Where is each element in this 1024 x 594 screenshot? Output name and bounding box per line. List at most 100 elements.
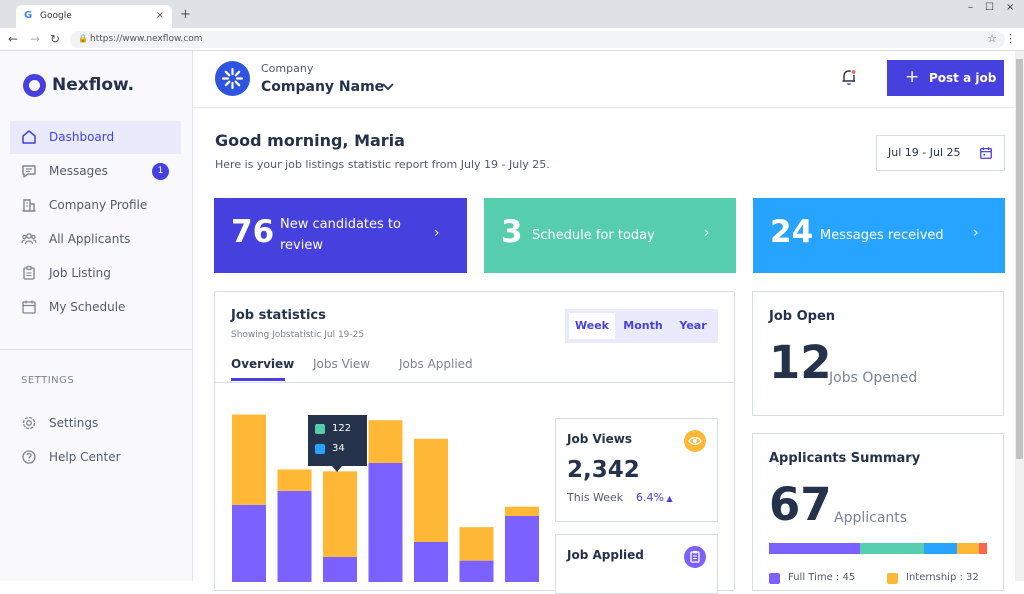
job-statistics-card: Job statistics Showing Jobstatistic Jul … <box>214 291 735 594</box>
applicants-summary-title: Applicants Summary <box>769 451 921 466</box>
sidebar-item-job-listing[interactable]: Job Listing <box>10 257 181 290</box>
job-open-title: Job Open <box>769 309 836 324</box>
google-icon: G <box>24 10 33 21</box>
bar-segment-upper-1[interactable] <box>232 414 266 505</box>
distribution-segment <box>859 543 925 554</box>
sidebar-item-dashboard[interactable]: Dashboard <box>10 121 181 154</box>
distribution-segment <box>978 543 987 554</box>
tooltip-value: 122 <box>332 423 352 434</box>
maximize-button[interactable]: ☐ <box>985 2 994 13</box>
kpi-label: review <box>280 238 323 253</box>
bar-segment-lower-5[interactable] <box>414 542 448 582</box>
sidebar-item-label: All Applicants <box>49 232 131 246</box>
calendar-icon <box>22 300 36 314</box>
sidebar-item-help-center[interactable]: Help Center <box>10 441 181 474</box>
tooltip-value: 34 <box>332 443 345 454</box>
bar-segment-lower-2[interactable] <box>277 490 312 582</box>
company-label: Company <box>261 62 314 75</box>
company-name[interactable]: Company Name <box>261 79 385 95</box>
chevron-down-icon[interactable] <box>381 82 395 92</box>
bar-segment-lower-6[interactable] <box>459 560 494 582</box>
sidebar-item-my-schedule[interactable]: My Schedule <box>10 291 181 324</box>
job-views-change: 6.4% ▲ <box>636 491 673 504</box>
chevron-right-icon: › <box>704 225 710 241</box>
job-open-label: Jobs Opened <box>829 370 918 386</box>
forward-icon[interactable]: → <box>30 32 41 46</box>
eye-icon <box>684 430 706 452</box>
trend-up-icon: ▲ <box>663 494 673 503</box>
tab-overview[interactable]: Overview <box>231 357 295 371</box>
tab-jobs-view[interactable]: Jobs View <box>313 357 371 371</box>
period-year[interactable]: Year <box>679 319 707 332</box>
sidebar-item-label: Dashboard <box>49 130 115 144</box>
address-bar-row: ← → ↻ 🔒 https://www.nexflow.com ☆ <box>0 28 1024 51</box>
bar-segment-lower-1[interactable] <box>232 504 266 582</box>
chevron-right-icon: › <box>973 225 979 241</box>
url-input[interactable]: 🔒 https://www.nexflow.com ☆ <box>70 31 1005 48</box>
company-logo-icon <box>215 61 250 96</box>
bar-segment-lower-3[interactable] <box>323 556 357 582</box>
post-job-button[interactable]: + Post a job <box>887 60 1004 96</box>
clipboard-icon <box>684 546 706 568</box>
building-icon <box>22 199 36 212</box>
kpi-value: 24 <box>770 214 814 250</box>
scrollbar-thumb[interactable] <box>1016 59 1023 459</box>
bar-segment-upper-7[interactable] <box>505 506 539 516</box>
job-open-value: 12 <box>769 336 832 389</box>
top-bar: Company Company Name + Post a job <box>193 51 1024 108</box>
close-tab-icon[interactable]: × <box>155 10 164 21</box>
chevron-right-icon: › <box>434 225 440 241</box>
browser-tab[interactable]: G Google × <box>16 5 172 28</box>
kpi-new-candidates[interactable]: 76 New candidates to review › <box>214 198 467 273</box>
close-window-button[interactable]: × <box>1006 2 1015 13</box>
unread-badge: 1 <box>152 163 169 180</box>
applicants-value: 67 <box>769 478 832 531</box>
calendar-icon <box>980 147 992 159</box>
tab-jobs-applied[interactable]: Jobs Applied <box>399 357 473 371</box>
bar-segment-upper-2[interactable] <box>277 469 312 491</box>
bar-segment-lower-4[interactable] <box>368 462 403 582</box>
job-views-card: Job Views 2,342 This Week 6.4% ▲ <box>555 418 718 522</box>
sidebar-item-label: Settings <box>49 416 99 430</box>
sidebar-item-messages[interactable]: Messages 1 <box>10 155 181 188</box>
sidebar-item-label: My Schedule <box>49 300 126 314</box>
sidebar-item-label: Company Profile <box>49 198 148 212</box>
kpi-schedule-today[interactable]: 3 Schedule for today › <box>484 198 736 273</box>
job-applied-title: Job Applied <box>567 548 644 562</box>
sidebar-item-settings[interactable]: Settings <box>10 407 181 440</box>
sidebar-item-label: Messages <box>49 164 108 178</box>
period-month[interactable]: Month <box>623 319 663 332</box>
bar-segment-upper-3[interactable] <box>323 471 357 557</box>
bell-icon[interactable] <box>841 68 857 86</box>
back-icon[interactable]: ← <box>8 32 19 46</box>
brand-name: Nexflow. <box>52 75 135 95</box>
bar-segment-lower-7[interactable] <box>505 515 539 582</box>
bar-segment-upper-4[interactable] <box>368 420 403 463</box>
kpi-label: Messages received <box>820 228 944 243</box>
job-statistics-subtitle: Showing Jobstatistic Jul 19-25 <box>231 330 365 340</box>
post-job-label: Post a job <box>929 71 997 85</box>
message-icon <box>22 165 36 178</box>
distribution-segment <box>769 543 860 554</box>
browser-menu-icon[interactable]: ⋮ <box>1005 32 1016 45</box>
sidebar-item-company-profile[interactable]: Company Profile <box>10 189 181 222</box>
date-range-picker[interactable]: Jul 19 - Jul 25 <box>876 135 1005 171</box>
page-scrollbar[interactable] <box>1015 51 1024 581</box>
legend-swatch <box>315 444 325 454</box>
kpi-messages-received[interactable]: 24 Messages received › <box>753 198 1005 273</box>
lock-icon: 🔒 <box>78 34 88 43</box>
bar-segment-upper-5[interactable] <box>414 438 448 543</box>
tabs-divider <box>215 382 734 383</box>
minimize-button[interactable]: – <box>968 2 973 13</box>
users-icon <box>21 233 37 245</box>
new-tab-button[interactable]: + <box>180 7 191 22</box>
sidebar-item-all-applicants[interactable]: All Applicants <box>10 223 181 256</box>
legend-label: Full Time : 45 <box>788 572 856 583</box>
job-views-value: 2,342 <box>567 457 640 483</box>
bar-segment-upper-6[interactable] <box>459 527 494 561</box>
job-views-title: Job Views <box>567 432 633 446</box>
reload-icon[interactable]: ↻ <box>50 32 61 46</box>
period-week[interactable]: Week <box>569 313 615 339</box>
bookmark-star-icon[interactable]: ☆ <box>987 32 997 45</box>
home-icon <box>22 130 36 144</box>
